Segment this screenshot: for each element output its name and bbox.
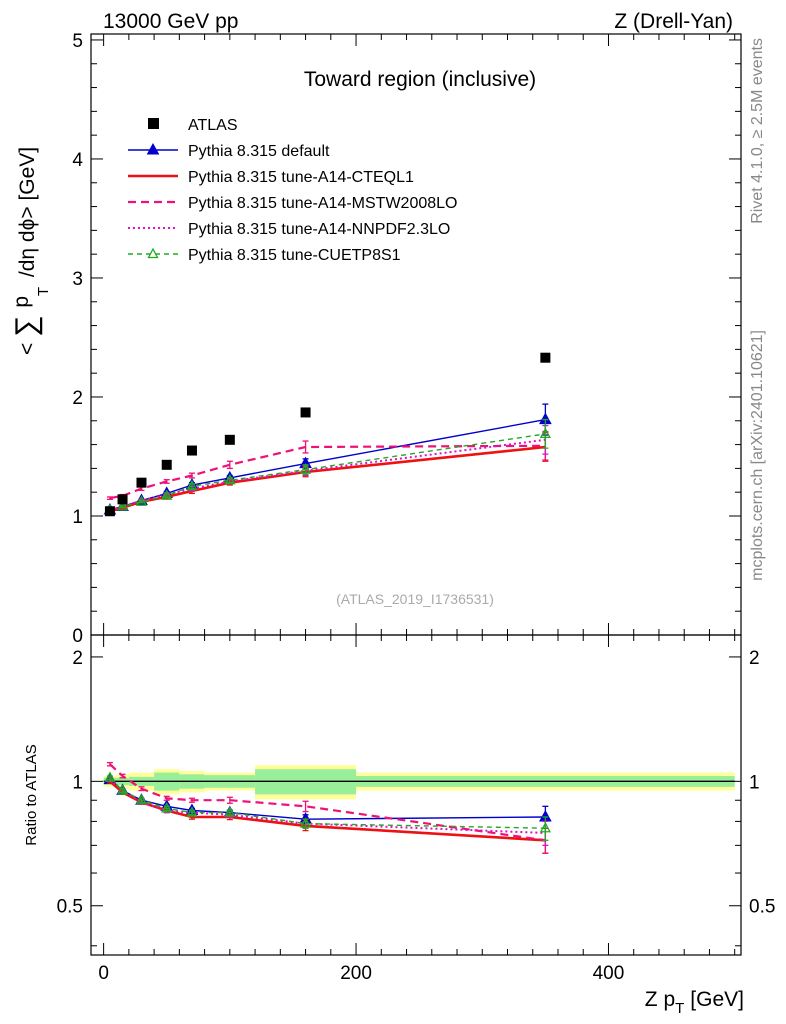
atlas-point	[104, 506, 115, 517]
y-label-open: <	[16, 343, 39, 355]
header-right: Z (Drell-Yan)	[614, 10, 733, 33]
plot-title: Toward region (inclusive)	[304, 68, 536, 91]
main-series-4-point	[539, 427, 551, 439]
main-series-3-line	[109, 438, 546, 511]
main-y-tick-label: 5	[72, 31, 83, 52]
legend-marker-4	[147, 247, 159, 259]
main-y-tick-label: 1	[72, 507, 83, 528]
main-series-4-line	[109, 433, 546, 511]
main-series-4-point	[224, 473, 236, 485]
atlas-point	[186, 445, 197, 456]
ratio-series-layer	[103, 761, 552, 854]
ratio-x-tick-label: 200	[340, 963, 372, 984]
ratio-y-axis-label: Ratio to ATLAS	[23, 744, 40, 845]
ratio-series-4-point	[224, 806, 236, 817]
main-series-4-point	[161, 489, 173, 500]
main-series-0-line	[109, 418, 546, 511]
ratio-series-4-point	[186, 806, 198, 817]
legend-label-1: Pythia 8.315 tune-A14-CTEQL1	[188, 169, 414, 186]
main-y-axis-label: < ∑ p T /dη dϕ> [GeV]	[10, 147, 53, 355]
legend: ATLAS Pythia 8.315 default Pythia 8.315 tu…	[128, 117, 457, 264]
ratio-y-tick-label-right: 0.5	[749, 897, 775, 918]
main-y-tick-label: 4	[72, 150, 83, 171]
ratio-y-tick-label-left: 2	[72, 648, 83, 669]
main-series-layer	[103, 403, 552, 515]
atlas-point	[117, 494, 128, 505]
ratio-series-4-point	[116, 784, 129, 795]
ratio-y-tick-label-right: 2	[749, 648, 760, 669]
atlas-point	[136, 477, 147, 488]
ratio-series-4-point	[135, 793, 148, 805]
svg-text:< ∑ p T: < ∑ p T /dη dϕ> [GeV]	[10, 147, 53, 355]
atlas-point	[224, 434, 235, 445]
main-y-tick-label: 3	[72, 269, 83, 290]
ratio-uncertainty-band	[103, 765, 735, 800]
ratio-series-4-point	[299, 817, 312, 828]
legend-label-0: Pythia 8.315 default	[188, 143, 330, 160]
x-label-sub: T	[675, 1000, 684, 1017]
ratio-series-4-point	[539, 821, 551, 833]
y-label-p: p	[10, 296, 33, 308]
main-series-4-point	[299, 463, 312, 474]
atlas-data-layer	[104, 352, 551, 517]
watermark-label: (ATLAS_2019_I1736531)	[336, 591, 494, 607]
x-label-unit: [GeV]	[690, 988, 744, 1011]
y-label-sum: ∑	[10, 316, 43, 337]
atlas-point	[300, 407, 311, 418]
main-y-tick-label: 0	[72, 626, 83, 647]
atlas-point	[540, 352, 551, 363]
ratio-series-2-line	[109, 763, 546, 842]
ratio-frame-border	[90, 634, 742, 956]
ratio-series-4-point	[161, 802, 173, 813]
main-series-4-point	[186, 479, 198, 491]
rivet-label: Rivet 4.1.0, ≥ 2.5M events	[749, 38, 766, 224]
legend-label-3: Pythia 8.315 tune-A14-NNPDF2.3LO	[188, 221, 450, 238]
legend-atlas-marker	[148, 118, 159, 129]
x-axis-label: Z pT [GeV]	[645, 988, 744, 1017]
legend-label-2: Pythia 8.315 tune-A14-MSTW2008LO	[188, 195, 457, 212]
y-label-sub-t: T	[35, 287, 52, 296]
atlas-point	[161, 459, 172, 470]
legend-marker-0	[146, 142, 160, 155]
legend-atlas-label: ATLAS	[188, 117, 238, 134]
ratio-x-tick-label: 400	[593, 963, 625, 984]
mcplots-label: mcplots.cern.ch [arXiv:2401.10621]	[749, 330, 766, 581]
ratio-axes: 0.5 0.5 1 1 2 2 0 200 400	[57, 634, 775, 984]
ratio-series-4-point	[104, 771, 116, 782]
main-series-4-point	[116, 500, 129, 511]
x-label-main: Z p	[645, 988, 675, 1011]
ratio-y-tick-label-left: 1	[72, 772, 83, 793]
y-label-rest: /dη dϕ> [GeV]	[16, 147, 39, 277]
ratio-y-tick-label-right: 1	[749, 772, 760, 793]
legend-label-4: Pythia 8.315 tune-CUETP8S1	[188, 247, 401, 264]
header-left: 13000 GeV pp	[103, 10, 238, 33]
ratio-x-tick-label: 0	[98, 963, 109, 984]
main-y-tick-label: 2	[72, 388, 83, 409]
main-series-4-point	[135, 495, 148, 506]
ratio-y-tick-label-left: 0.5	[57, 897, 83, 918]
main-axes: 0 1 2 3 4 5	[72, 31, 742, 647]
